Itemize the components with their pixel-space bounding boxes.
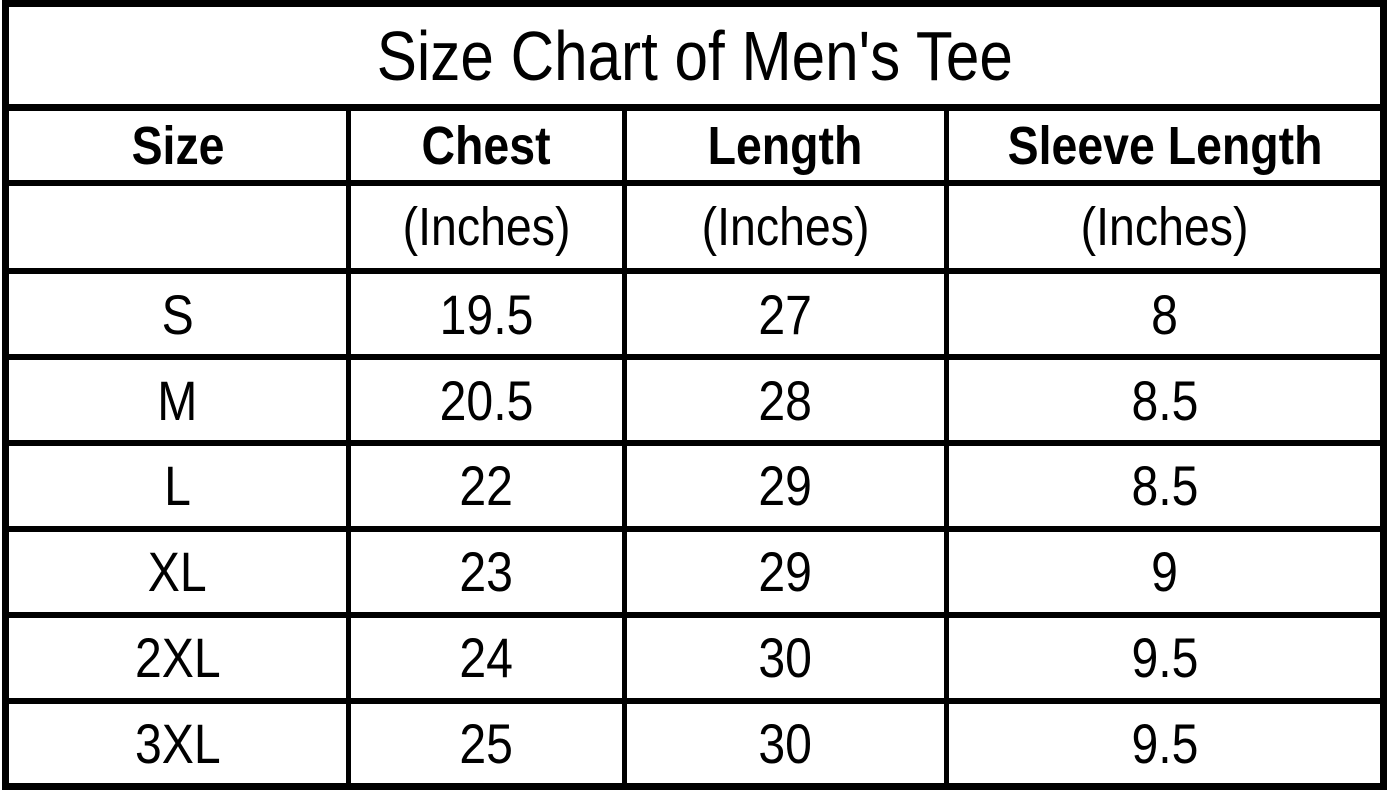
table-row-s: S 19.5 27 8 xyxy=(2,268,1386,361)
unit-cell-chest: (Inches) xyxy=(346,180,627,275)
cell-size: 2XL xyxy=(2,611,352,704)
cell-length: 27 xyxy=(621,268,950,361)
page-title-text: Size Chart of Men's Tee xyxy=(376,16,1013,95)
cell-length: 29 xyxy=(621,440,950,532)
length-value: 29 xyxy=(758,454,813,518)
chest-value: 20.5 xyxy=(439,368,534,432)
sleeve-length-value: 8.5 xyxy=(1131,454,1199,518)
column-header-row: Size Chest Length Sleeve Length xyxy=(2,104,1386,187)
cell-size: L xyxy=(2,440,352,532)
cell-sleeve-length: 9.5 xyxy=(944,697,1386,790)
column-header-size-label: Size xyxy=(131,115,225,176)
cell-size: XL xyxy=(2,525,352,618)
column-header-chest: Chest xyxy=(346,104,627,187)
cell-chest: 19.5 xyxy=(346,268,627,361)
unit-chest-label: (Inches) xyxy=(402,197,571,258)
table-row-3xl: 3XL 25 30 9.5 xyxy=(2,697,1386,790)
page-title: Size Chart of Men's Tee xyxy=(3,0,1386,112)
length-value: 30 xyxy=(758,626,813,690)
unit-cell-sleeve-length: (Inches) xyxy=(944,180,1386,275)
cell-sleeve-length: 9.5 xyxy=(944,611,1386,704)
unit-row: (Inches) (Inches) (Inches) xyxy=(2,180,1386,275)
length-value: 30 xyxy=(758,711,813,775)
size-value: L xyxy=(164,454,191,518)
column-header-sleeve-length: Sleeve Length xyxy=(944,104,1386,187)
chest-value: 24 xyxy=(459,626,514,690)
chest-value: 25 xyxy=(459,711,514,775)
chest-value: 19.5 xyxy=(439,282,534,346)
size-value: 2XL xyxy=(134,626,221,690)
size-value: XL xyxy=(148,540,208,604)
size-value: 3XL xyxy=(134,711,221,775)
table-row-2xl: 2XL 24 30 9.5 xyxy=(2,611,1386,704)
length-value: 27 xyxy=(758,282,813,346)
length-value: 28 xyxy=(758,368,813,432)
unit-cell-size xyxy=(2,180,352,275)
chest-value: 22 xyxy=(459,454,514,518)
column-header-size: Size xyxy=(2,104,352,187)
cell-chest: 24 xyxy=(346,611,627,704)
sleeve-length-value: 9.5 xyxy=(1131,711,1199,775)
cell-chest: 22 xyxy=(346,440,627,532)
sleeve-length-value: 8.5 xyxy=(1131,368,1199,432)
column-header-sleeve-length-label: Sleeve Length xyxy=(1007,115,1322,176)
unit-cell-length: (Inches) xyxy=(621,180,950,275)
cell-length: 30 xyxy=(621,611,950,704)
sleeve-length-value: 9 xyxy=(1151,540,1178,604)
cell-sleeve-length: 9 xyxy=(944,525,1386,618)
column-header-chest-label: Chest xyxy=(421,115,551,176)
unit-sleeve-length-label: (Inches) xyxy=(1080,197,1249,258)
sleeve-length-value: 9.5 xyxy=(1131,626,1199,690)
column-header-length: Length xyxy=(621,104,950,187)
table-row-xl: XL 23 29 9 xyxy=(2,525,1386,618)
cell-chest: 20.5 xyxy=(346,354,627,447)
sleeve-length-value: 8 xyxy=(1151,282,1178,346)
cell-length: 30 xyxy=(621,697,950,790)
unit-length-label: (Inches) xyxy=(701,197,870,258)
title-row: Size Chart of Men's Tee xyxy=(3,0,1386,112)
length-value: 29 xyxy=(758,540,813,604)
column-header-length-label: Length xyxy=(708,115,863,176)
size-value: M xyxy=(157,368,198,432)
cell-chest: 23 xyxy=(346,525,627,618)
cell-sleeve-length: 8 xyxy=(944,268,1386,361)
cell-size: S xyxy=(2,268,352,361)
table-row-m: M 20.5 28 8.5 xyxy=(2,354,1386,447)
cell-length: 28 xyxy=(621,354,950,447)
cell-size: M xyxy=(2,354,352,447)
cell-chest: 25 xyxy=(346,697,627,790)
size-value: S xyxy=(161,282,194,346)
cell-sleeve-length: 8.5 xyxy=(944,354,1386,447)
cell-size: 3XL xyxy=(2,697,352,790)
chest-value: 23 xyxy=(459,540,514,604)
table-row-l: L 22 29 8.5 xyxy=(2,440,1386,532)
cell-length: 29 xyxy=(621,525,950,618)
cell-sleeve-length: 8.5 xyxy=(944,440,1386,532)
